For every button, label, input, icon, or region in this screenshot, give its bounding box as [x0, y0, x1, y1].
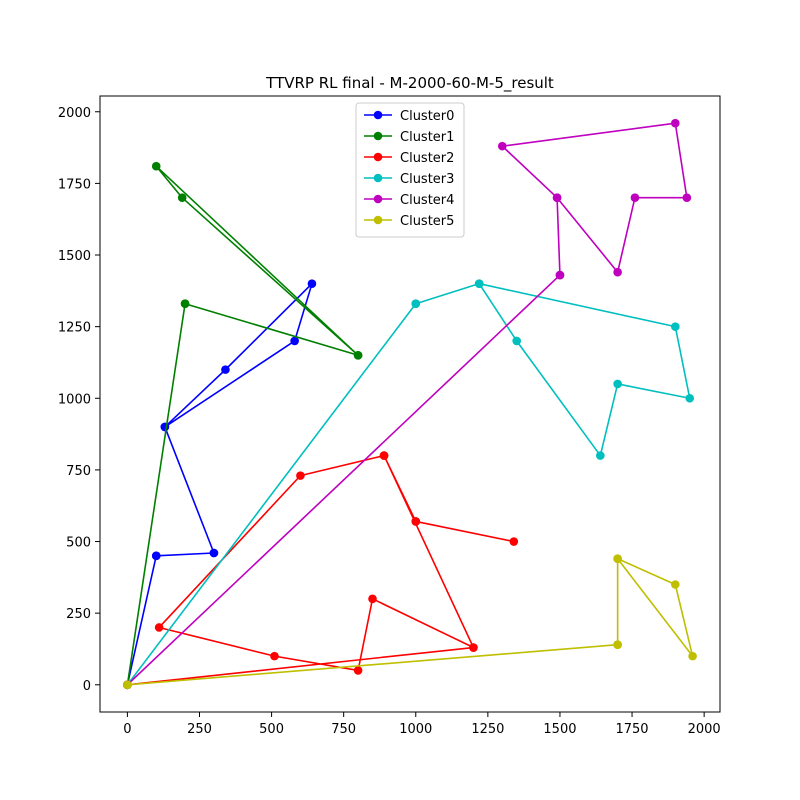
x-tick-label: 2000: [688, 722, 721, 737]
legend-label: Cluster3: [400, 172, 454, 187]
point-cluster3: [596, 451, 605, 460]
x-tick-label: 1750: [615, 722, 648, 737]
point-cluster4: [497, 141, 507, 151]
series-cluster3: [123, 279, 695, 690]
point-cluster3: [685, 393, 695, 403]
point-cluster2: [270, 651, 279, 661]
legend-label: Cluster1: [400, 130, 454, 145]
legend-marker: [373, 173, 383, 183]
route-line-cluster5: [127, 557, 694, 686]
legend-label: Cluster2: [400, 151, 454, 166]
point-cluster5: [671, 580, 680, 589]
plot-frame: [99, 95, 721, 713]
point-cluster0: [160, 422, 170, 432]
point-cluster4: [555, 270, 565, 280]
point-cluster5: [613, 554, 622, 564]
point-cluster4: [613, 267, 622, 277]
point-cluster5: [613, 640, 622, 649]
point-cluster1: [177, 193, 187, 203]
y-tick-label: 1000: [58, 392, 91, 407]
y-tick-label: 1500: [58, 249, 91, 264]
chart-title: TTVRP RL final - M-2000-60-M-5_result: [265, 74, 554, 93]
point-cluster2: [411, 517, 421, 526]
point-cluster2: [509, 537, 519, 546]
point-cluster2: [154, 623, 164, 632]
legend-label: Cluster5: [400, 214, 454, 229]
point-cluster0: [209, 548, 219, 558]
point-cluster2: [368, 594, 377, 604]
legend: Cluster0 Cluster1 Cluster2 Cluster3 Cluster4…: [355, 102, 465, 238]
point-cluster2: [353, 666, 363, 675]
x-tick-label: 500: [259, 722, 284, 737]
y-tick-label: 500: [66, 536, 91, 551]
point-cluster1: [353, 350, 363, 360]
point-cluster3: [411, 299, 421, 309]
legend-label: Cluster4: [400, 193, 454, 208]
point-cluster2: [469, 643, 478, 652]
point-cluster0: [221, 365, 230, 374]
point-cluster2: [379, 451, 389, 460]
y-tick-label: 1250: [58, 321, 91, 336]
point-cluster4: [671, 118, 680, 128]
series-layer: [123, 118, 697, 690]
route-line-cluster2: [127, 454, 515, 686]
x-tick-label: 750: [331, 722, 356, 737]
x-tick-label: 1000: [399, 722, 432, 737]
point-cluster0: [151, 551, 161, 561]
legend-label: Cluster0: [400, 109, 454, 124]
point-cluster4: [630, 193, 640, 203]
point-cluster1: [180, 299, 190, 309]
point-cluster3: [671, 322, 680, 331]
y-tick-label: 0: [83, 679, 91, 694]
legend-marker: [373, 215, 383, 225]
x-tick-label: 1500: [543, 722, 576, 737]
y-tick-label: 2000: [58, 106, 91, 121]
y-tick-label: 750: [66, 464, 91, 479]
axes-layer: 0 250 500 750 1000 1250 1500 1750 2000 0 250 500 750…: [58, 95, 721, 737]
point-cluster0: [290, 336, 299, 346]
point-cluster0: [307, 279, 317, 288]
legend-marker: [373, 110, 383, 120]
point-cluster5: [123, 680, 132, 690]
point-cluster2: [296, 471, 305, 480]
legend-marker: [373, 131, 383, 141]
x-tick-label: 1250: [471, 722, 504, 737]
route-line-cluster1: [126, 165, 359, 685]
point-cluster5: [688, 651, 697, 661]
legend-marker: [373, 194, 383, 204]
y-tick-label: 1750: [58, 177, 91, 192]
point-cluster3: [512, 336, 521, 346]
point-cluster3: [613, 379, 622, 389]
point-cluster3: [474, 279, 484, 288]
point-cluster4: [552, 193, 562, 203]
x-tick-label: 0: [123, 722, 131, 737]
point-cluster1: [151, 161, 161, 171]
y-tick-label: 250: [66, 607, 91, 622]
series-cluster5: [123, 554, 697, 690]
legend-marker: [373, 152, 383, 162]
x-tick-label: 250: [187, 722, 212, 737]
point-cluster4: [682, 193, 692, 203]
